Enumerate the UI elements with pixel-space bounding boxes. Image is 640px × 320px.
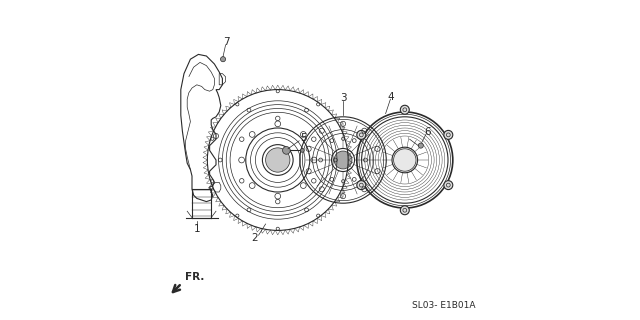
Text: 6: 6: [424, 127, 431, 137]
Text: 3: 3: [340, 92, 346, 103]
Circle shape: [444, 130, 452, 139]
Text: 7: 7: [223, 37, 230, 47]
Circle shape: [419, 143, 424, 148]
Text: 4: 4: [388, 92, 394, 102]
Circle shape: [357, 130, 366, 139]
Circle shape: [301, 148, 305, 152]
Circle shape: [283, 147, 290, 154]
Circle shape: [401, 206, 410, 215]
Circle shape: [392, 147, 418, 173]
Circle shape: [220, 57, 226, 62]
Text: 1: 1: [193, 224, 200, 234]
Text: SL03- E1B01A: SL03- E1B01A: [412, 301, 475, 310]
Text: 2: 2: [251, 233, 258, 244]
Circle shape: [334, 151, 352, 169]
Circle shape: [401, 105, 410, 114]
Text: 5: 5: [300, 133, 307, 143]
Circle shape: [357, 180, 366, 189]
Text: FR.: FR.: [185, 272, 204, 282]
Circle shape: [444, 180, 452, 189]
Circle shape: [266, 148, 290, 172]
